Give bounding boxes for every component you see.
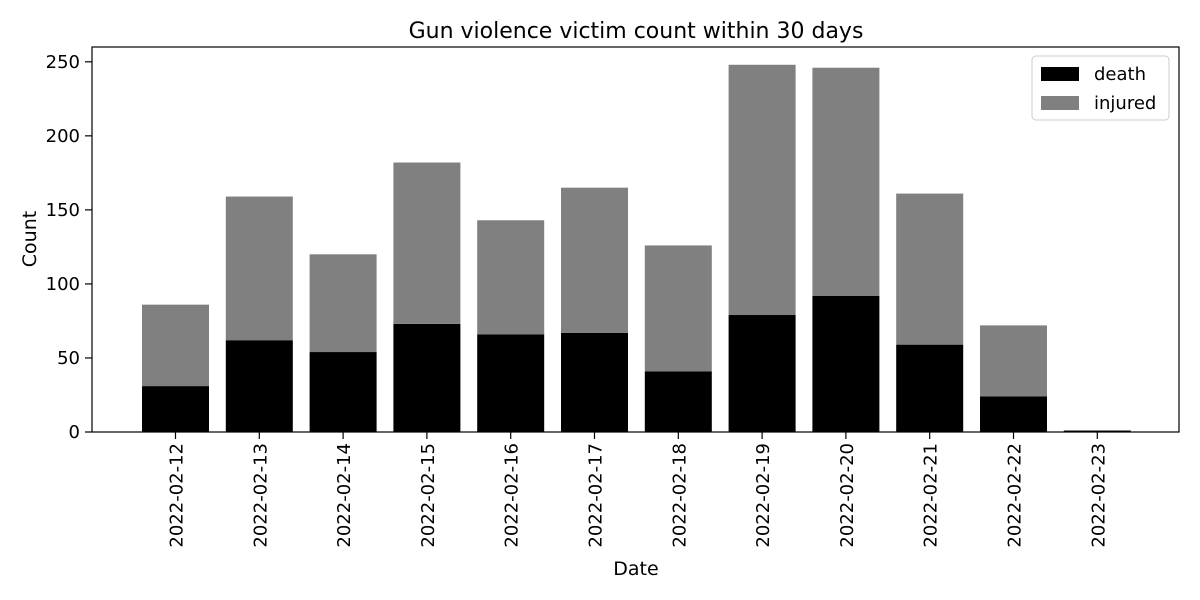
y-axis-label: Count [19,211,41,267]
x-tick-label: 2022-02-14 [334,443,355,548]
y-tick-label: 200 [46,126,80,147]
y-tick-label: 250 [46,52,80,73]
legend-swatch-death [1041,67,1079,81]
x-tick-label: 2022-02-21 [921,443,942,548]
y-tick-label: 100 [46,274,80,295]
chart-title: Gun violence victim count within 30 days [409,19,864,44]
y-tick-label: 150 [46,200,80,221]
death-bar [644,371,712,432]
injured-bar [980,325,1047,397]
legend: death injured [1031,55,1170,121]
death-bar [477,334,545,432]
death-bar [225,340,293,432]
death-bar [728,315,796,432]
x-tick-label: 2022-02-23 [1088,443,1109,548]
x-tick-label: 2022-02-16 [502,443,523,548]
x-tick-label: 2022-02-22 [1005,443,1026,548]
death-bar [1063,430,1131,432]
x-axis: 2022-02-12 2022-02-13 2022-02-14 2022-02-15… [167,432,1109,548]
bar-series [142,64,1131,432]
x-tick-label: 2022-02-20 [837,443,858,548]
x-tick-label: 2022-02-15 [418,443,439,548]
injured-bar [896,193,964,345]
injured-bar [225,196,293,341]
injured-bar [728,64,796,316]
x-tick-label: 2022-02-12 [167,443,188,548]
injured-bar [309,254,377,353]
death-bar [812,295,880,432]
plot-area-frame [91,46,1180,433]
injured-bar [393,162,461,324]
legend-label-injured: injured [1094,93,1156,114]
y-tick-label: 50 [57,348,80,369]
x-tick-label: 2022-02-19 [753,443,774,548]
x-tick-label: 2022-02-13 [250,443,271,548]
legend-swatch-injured [1041,96,1079,110]
legend-label-death: death [1094,64,1146,85]
x-axis-label: Date [613,558,658,580]
death-bar [561,332,628,432]
x-tick-label: 2022-02-17 [586,443,607,548]
x-tick-label: 2022-02-18 [669,443,690,548]
injured-bar [812,67,880,296]
injured-bar [142,304,209,387]
death-bar [393,323,461,432]
death-bar [142,386,209,432]
death-bar [309,352,377,432]
injured-bar [561,187,628,333]
injured-bar [644,245,712,372]
death-bar [980,396,1047,432]
injured-bar [477,220,545,335]
death-bar [896,344,964,432]
y-axis: 0 50 100 150 200 250 [46,52,92,443]
y-tick-label: 0 [69,422,80,443]
